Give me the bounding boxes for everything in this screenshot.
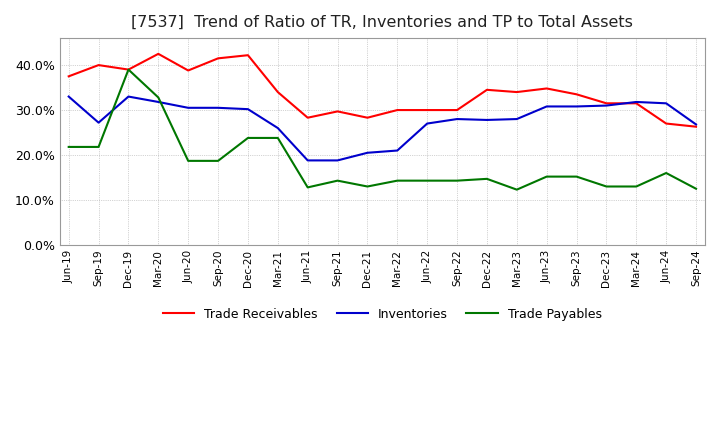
Trade Payables — [572, 174, 581, 179]
Inventories — [393, 148, 402, 153]
Trade Receivables — [692, 124, 701, 129]
Inventories — [692, 122, 701, 127]
Trade Receivables — [184, 68, 192, 73]
Trade Payables — [423, 178, 431, 183]
Trade Receivables — [602, 101, 611, 106]
Inventories — [303, 158, 312, 163]
Trade Receivables — [303, 115, 312, 121]
Trade Receivables — [572, 92, 581, 97]
Inventories — [154, 99, 163, 105]
Trade Payables — [542, 174, 551, 179]
Trade Receivables — [214, 56, 222, 61]
Inventories — [184, 105, 192, 110]
Inventories — [124, 94, 132, 99]
Trade Payables — [393, 178, 402, 183]
Trade Payables — [363, 184, 372, 189]
Inventories — [662, 101, 670, 106]
Inventories — [602, 103, 611, 108]
Trade Receivables — [453, 107, 462, 113]
Trade Receivables — [423, 107, 431, 113]
Title: [7537]  Trend of Ratio of TR, Inventories and TP to Total Assets: [7537] Trend of Ratio of TR, Inventories… — [132, 15, 634, 30]
Line: Trade Receivables: Trade Receivables — [68, 54, 696, 127]
Trade Payables — [303, 185, 312, 190]
Inventories — [423, 121, 431, 126]
Trade Payables — [662, 170, 670, 176]
Inventories — [632, 99, 641, 105]
Trade Payables — [453, 178, 462, 183]
Inventories — [482, 117, 491, 123]
Inventories — [64, 94, 73, 99]
Trade Receivables — [154, 51, 163, 56]
Trade Receivables — [662, 121, 670, 126]
Line: Inventories: Inventories — [68, 96, 696, 161]
Trade Receivables — [393, 107, 402, 113]
Inventories — [542, 104, 551, 109]
Inventories — [333, 158, 342, 163]
Trade Payables — [692, 186, 701, 191]
Trade Payables — [124, 67, 132, 72]
Trade Receivables — [124, 67, 132, 72]
Inventories — [453, 117, 462, 122]
Trade Payables — [513, 187, 521, 192]
Inventories — [513, 117, 521, 122]
Trade Payables — [184, 158, 192, 164]
Trade Receivables — [243, 52, 252, 58]
Trade Payables — [333, 178, 342, 183]
Trade Payables — [243, 135, 252, 140]
Inventories — [214, 105, 222, 110]
Trade Payables — [214, 158, 222, 164]
Trade Payables — [274, 135, 282, 140]
Inventories — [274, 125, 282, 131]
Trade Receivables — [64, 73, 73, 79]
Inventories — [363, 150, 372, 155]
Inventories — [243, 106, 252, 112]
Trade Receivables — [94, 62, 103, 68]
Trade Payables — [602, 184, 611, 189]
Trade Receivables — [632, 101, 641, 106]
Trade Receivables — [274, 89, 282, 95]
Inventories — [94, 120, 103, 125]
Line: Trade Payables: Trade Payables — [68, 70, 696, 190]
Trade Payables — [64, 144, 73, 150]
Legend: Trade Receivables, Inventories, Trade Payables: Trade Receivables, Inventories, Trade Pa… — [158, 303, 607, 326]
Trade Payables — [632, 184, 641, 189]
Trade Payables — [94, 144, 103, 150]
Trade Receivables — [513, 89, 521, 95]
Trade Receivables — [542, 86, 551, 91]
Trade Payables — [482, 176, 491, 181]
Inventories — [572, 104, 581, 109]
Trade Receivables — [363, 115, 372, 121]
Trade Receivables — [482, 87, 491, 92]
Trade Receivables — [333, 109, 342, 114]
Trade Payables — [154, 95, 163, 100]
